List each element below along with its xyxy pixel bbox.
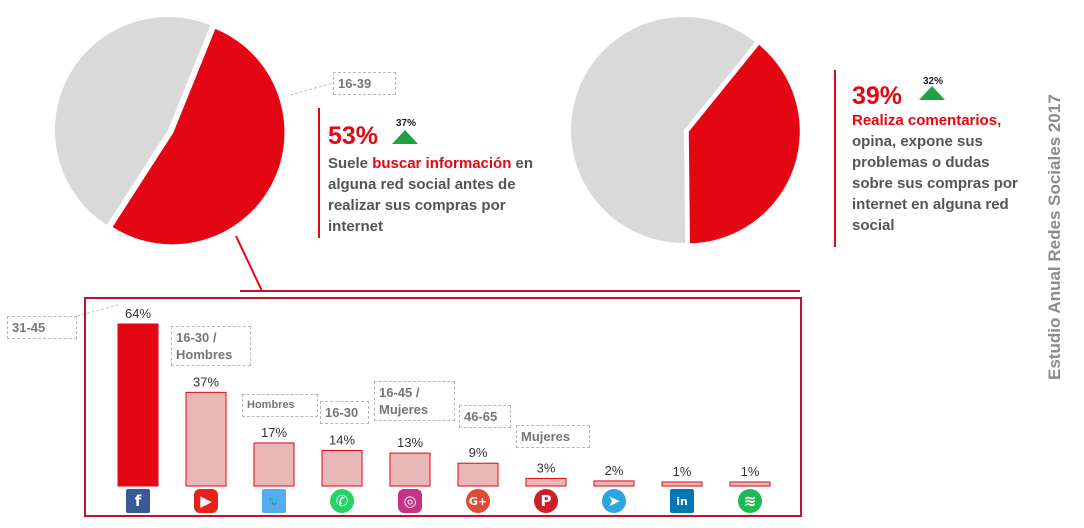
- pie1-percent: 53%: [328, 122, 379, 150]
- bar-telegram: [593, 480, 635, 487]
- tag-leader-16-39: [289, 82, 334, 96]
- divider-2: [834, 70, 836, 247]
- pie2-percent: 39%: [852, 82, 903, 110]
- tag-16-30: 16-30: [320, 401, 369, 424]
- instagram-icon: ◎: [398, 489, 422, 513]
- whatsapp-icon: ✆: [330, 489, 354, 513]
- bar-instagram: [389, 452, 431, 487]
- bar-value-label: 9%: [469, 445, 488, 460]
- pie2-slice-other: [571, 17, 756, 243]
- bar-value-label: 17%: [261, 425, 287, 440]
- tag-16-30-hombres: 16-30 / Hombres: [171, 326, 251, 366]
- tag-hombres: Hombres: [242, 394, 318, 417]
- tag-46-65: 46-65: [459, 405, 511, 428]
- pie1-slice-highlight: [109, 26, 287, 247]
- pie-to-bars-connector: [235, 235, 263, 292]
- bar-value-label: 2%: [605, 463, 624, 478]
- bar-value-label: 13%: [397, 435, 423, 450]
- spotify-icon: ≋: [738, 489, 762, 513]
- pie2-description: Realiza comentarios, opina, expone sus p…: [852, 112, 1018, 234]
- bar-google: [457, 462, 499, 487]
- bar-twitter: [253, 442, 295, 487]
- facebook-icon: f: [126, 489, 150, 513]
- bar-chart-frame: [84, 297, 802, 517]
- bar-whatsapp: [321, 450, 363, 487]
- divider-1: [318, 108, 320, 238]
- bar-facebook: [117, 323, 159, 487]
- pie-chart-1: [55, 17, 287, 247]
- pie1-change-label: 37%: [396, 118, 417, 129]
- bar-linkedin: [661, 481, 703, 487]
- bar-value-label: 1%: [741, 464, 760, 479]
- twitter-icon: 🐦: [262, 489, 286, 513]
- pie2-change-label: 32%: [923, 76, 944, 87]
- pie1-description: Suele buscar información en alguna red s…: [328, 155, 534, 235]
- tag-16-45-mujeres: 16-45 / Mujeres: [374, 381, 455, 421]
- side-title: Estudio Anual Redes Sociales 2017: [1045, 94, 1064, 380]
- up-triangle-icon: [392, 130, 418, 144]
- tag-16-39: 16-39: [333, 72, 396, 95]
- linkedin-icon: in: [670, 489, 694, 513]
- pie1-slice-other: [55, 17, 211, 225]
- telegram-icon: ➤: [602, 489, 626, 513]
- tag-leader-31-45: [76, 304, 119, 317]
- google-plus-icon: G+: [466, 489, 490, 513]
- pie2-slice-highlight: [686, 42, 802, 246]
- tag-31-45: 31-45: [7, 316, 77, 339]
- bar-value-label: 1%: [673, 464, 692, 479]
- bar-value-label: 37%: [193, 374, 219, 389]
- tag-mujeres: Mujeres: [516, 425, 590, 448]
- bar-pinterest: [525, 477, 567, 487]
- pie-chart-2: [571, 17, 802, 246]
- bar-youtube: [185, 391, 227, 487]
- bar-value-label: 3%: [537, 460, 556, 475]
- pinterest-icon: P: [534, 489, 558, 513]
- bar-spotify: [729, 481, 771, 487]
- bar-chart: 64% 37% 17% 14% 13% 9% 3% 2% 1% 1%: [117, 306, 771, 487]
- bar-value-label: 14%: [329, 433, 355, 448]
- youtube-icon: ▶: [194, 489, 218, 513]
- up-triangle-icon: [919, 86, 945, 100]
- bar-value-label: 64%: [125, 306, 151, 321]
